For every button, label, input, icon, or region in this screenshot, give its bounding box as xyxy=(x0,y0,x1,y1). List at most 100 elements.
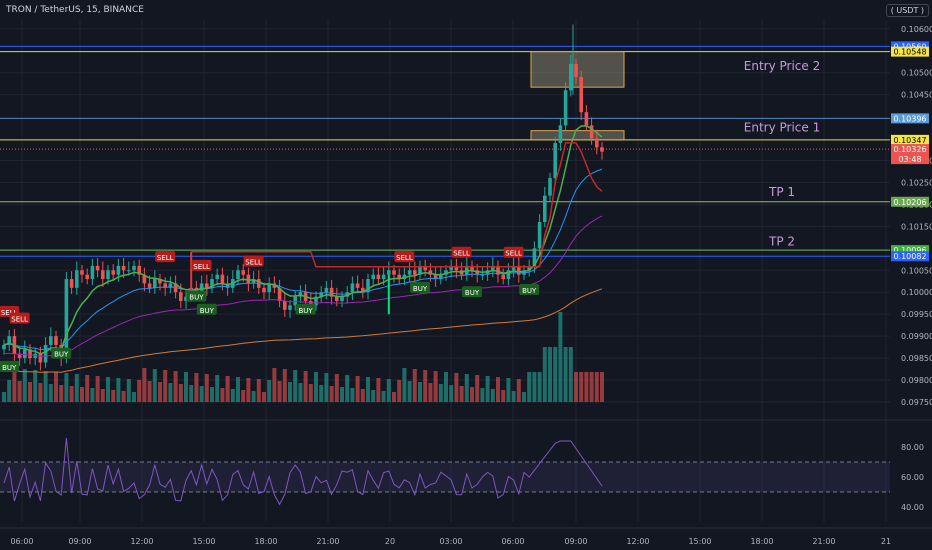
currency-badge[interactable]: ( USDT ) xyxy=(885,4,929,17)
volume-bar xyxy=(464,374,469,402)
volume-bar xyxy=(262,392,266,402)
volume-bar xyxy=(506,378,511,402)
y-tick-label: 0.10450 xyxy=(901,91,932,100)
x-tick-label: 18:00 xyxy=(750,537,773,546)
buy-signal: BUY xyxy=(410,281,430,293)
volume-bar xyxy=(126,379,131,402)
volume-bar xyxy=(59,385,64,402)
volume-bar xyxy=(423,370,428,402)
volume-bar xyxy=(194,373,199,402)
candle xyxy=(210,279,214,288)
sell-signal-label: SELL xyxy=(193,263,210,271)
sell-signal-bg xyxy=(243,255,264,267)
sell-signal: SELL xyxy=(394,251,415,263)
x-tick-label: 09:00 xyxy=(564,537,587,546)
buy-signal-bg xyxy=(196,303,217,315)
candle xyxy=(54,336,58,345)
candle xyxy=(184,296,188,302)
candle xyxy=(329,287,334,297)
price-badge-label: 0.10082 xyxy=(893,252,926,261)
candle xyxy=(215,274,219,280)
candle xyxy=(132,265,136,271)
candle xyxy=(90,265,95,280)
candle xyxy=(355,283,360,288)
volume-bar xyxy=(402,368,407,402)
candle xyxy=(480,274,485,276)
volume-bar xyxy=(69,386,74,402)
candle xyxy=(381,274,386,280)
price-badge-label: 0.10096 xyxy=(893,246,926,255)
x-tick-label: 15:00 xyxy=(688,537,711,546)
candle xyxy=(2,344,6,350)
volume-bar xyxy=(7,380,12,402)
y-tick-label: 0.09800 xyxy=(901,376,932,385)
candle xyxy=(407,270,412,275)
volume-bar xyxy=(548,347,552,402)
candle xyxy=(600,147,604,152)
price-badge xyxy=(891,144,929,165)
candle xyxy=(153,279,157,288)
supertrend-line xyxy=(191,142,603,268)
volume-bar xyxy=(282,369,287,402)
volume-bar xyxy=(558,312,563,402)
volume-bar xyxy=(386,379,391,402)
candle xyxy=(563,90,568,126)
candle xyxy=(361,287,365,293)
candle xyxy=(28,349,32,359)
volume-bar xyxy=(600,372,604,402)
candle xyxy=(168,283,173,288)
candle xyxy=(293,296,297,306)
volume-bar xyxy=(106,377,110,402)
candle xyxy=(340,296,344,302)
candle xyxy=(439,274,443,280)
buy-signal-bg xyxy=(295,303,316,315)
level-annotation: Entry Price 1 xyxy=(744,121,820,135)
candle xyxy=(17,353,22,359)
candle xyxy=(283,301,287,310)
candle xyxy=(491,265,495,271)
buy-signal-bg xyxy=(410,281,430,293)
buy-signal: BUY xyxy=(186,290,207,302)
candle xyxy=(69,279,74,288)
buy-signal-label: BUY xyxy=(2,364,17,372)
volume-bar xyxy=(475,375,480,402)
candle xyxy=(371,274,375,280)
price-badge-label: 0.10347 xyxy=(893,136,926,145)
volume-bar xyxy=(522,392,526,402)
sell-signal-bg xyxy=(394,251,415,263)
candle xyxy=(267,283,271,293)
candle xyxy=(449,265,453,271)
x-tick-label: 09:00 xyxy=(68,537,91,546)
volume-bar xyxy=(121,391,126,402)
candle xyxy=(387,270,391,275)
buy-signal: BUY xyxy=(196,303,217,315)
volume-bar xyxy=(485,376,490,402)
x-tick-label: 15:00 xyxy=(192,537,215,546)
volume-bar xyxy=(308,384,313,402)
y-tick-label: 0.10000 xyxy=(901,288,932,297)
volume-bar xyxy=(236,377,240,402)
volume-bar xyxy=(215,375,220,402)
entry-zone xyxy=(530,130,625,141)
candle xyxy=(38,353,43,363)
candle xyxy=(527,265,531,271)
sell-signal-bg xyxy=(155,251,176,263)
level-annotation: TP 1 xyxy=(768,185,795,199)
sell-signal-label: SELL xyxy=(1,309,18,317)
candle xyxy=(298,292,303,297)
candle xyxy=(121,265,126,271)
y-tick-label: 0.09750 xyxy=(901,398,932,407)
volume-bar xyxy=(340,387,344,402)
candle xyxy=(49,336,53,345)
volume-bar xyxy=(267,380,272,402)
volume-bar xyxy=(324,373,329,402)
price-badge xyxy=(891,251,929,262)
x-tick-label: 12:00 xyxy=(130,537,153,546)
sell-signal-label: SELL xyxy=(396,254,413,262)
price-badge xyxy=(891,134,929,145)
candle xyxy=(475,270,479,275)
sell-signal-label: SELL xyxy=(245,258,262,266)
buy-signal-bg xyxy=(51,347,72,359)
volume-bar xyxy=(397,380,402,402)
